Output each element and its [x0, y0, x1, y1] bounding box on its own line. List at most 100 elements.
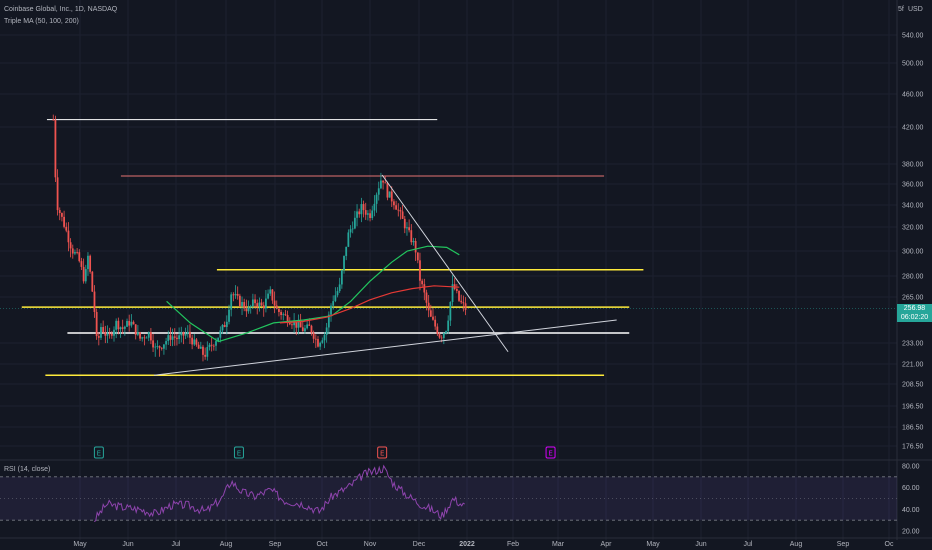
earnings-marker-icon — [545, 446, 556, 459]
candle-body — [184, 333, 187, 336]
candle-body — [176, 337, 178, 340]
candle-body — [117, 320, 120, 330]
price-axis[interactable]: 540.00 500.00 460.00 420.00 380.00 360.00 340.… — [0, 33, 924, 536]
candle-body — [449, 301, 452, 321]
candle-body — [345, 246, 348, 256]
time-tick-label: Feb — [507, 541, 519, 548]
candle-body — [71, 248, 74, 254]
candle-body — [52, 119, 55, 121]
candle-body — [199, 346, 202, 349]
candle-body — [275, 305, 278, 309]
symbol-legend[interactable]: Coinbase Global, Inc., 1D, NASDAQ — [4, 6, 118, 13]
candle-body — [360, 204, 363, 215]
currency-label[interactable]: USD — [908, 6, 923, 13]
price-tick-label: 420.00 — [902, 125, 924, 132]
candle-body — [373, 203, 376, 211]
candle-body — [347, 232, 350, 247]
candle-body — [221, 324, 224, 331]
candle-body — [393, 201, 395, 206]
trendlines — [153, 174, 617, 376]
candle-body — [251, 299, 254, 306]
candle-body — [197, 344, 200, 349]
candle-body — [234, 293, 237, 296]
horizontal-levels — [21, 119, 644, 376]
candle-body — [215, 341, 217, 346]
price-tick-label: 265.00 — [902, 295, 924, 302]
candle-body — [236, 293, 239, 296]
candle-body — [267, 293, 269, 299]
candle-body — [423, 284, 426, 293]
indicator-legend[interactable]: Triple MA (50, 100, 200) — [4, 18, 79, 25]
earnings-marker-icon — [93, 446, 104, 459]
candle-body — [265, 298, 267, 309]
candle-body — [282, 314, 285, 316]
candle-body — [76, 252, 79, 253]
candle-body — [451, 284, 454, 302]
rsi-tick-label: 80.00 — [902, 464, 920, 471]
time-axis[interactable]: May Jun Jul Aug Sep Oct Nov Dec 2022 Feb Mar Apr May… — [73, 541, 894, 548]
candle-body — [97, 336, 100, 338]
candle-body — [119, 327, 122, 330]
price-tick-label: 340.00 — [902, 203, 924, 210]
candle-body — [189, 331, 191, 338]
candle-body — [295, 321, 298, 328]
candle-body — [123, 326, 126, 329]
candle-body — [384, 182, 387, 184]
price-tick-label: 500.00 — [902, 61, 924, 68]
candle-body — [245, 308, 248, 312]
candlesticks — [52, 114, 467, 362]
candle-body — [338, 284, 341, 292]
candle-body — [408, 227, 411, 231]
candle-body — [273, 300, 276, 306]
candle-body — [202, 346, 204, 355]
candle-body — [280, 311, 282, 316]
candle-body — [106, 333, 109, 336]
candle-body — [395, 205, 398, 210]
price-tick-label: 233.00 — [902, 341, 924, 348]
candle-body — [258, 302, 261, 307]
time-tick-label: Oct — [317, 541, 328, 548]
candle-body — [67, 230, 70, 243]
rsi-legend[interactable]: RSI (14, close) — [4, 466, 51, 473]
trendline — [153, 319, 617, 376]
candle-body — [126, 320, 128, 327]
candle-body — [69, 242, 72, 249]
candle-body — [87, 255, 89, 270]
time-tick-label: Mar — [552, 541, 565, 548]
price-tick-label: 540.00 — [902, 33, 924, 40]
candle-body — [371, 210, 374, 219]
candle-body — [455, 288, 458, 291]
candle-body — [167, 335, 170, 342]
candle-body — [128, 320, 131, 326]
earnings-marker-icon — [233, 446, 244, 459]
moving-average-line — [166, 245, 460, 343]
candle-body — [269, 289, 272, 294]
trendline — [381, 174, 509, 353]
candle-body — [158, 346, 161, 348]
candle-body — [319, 342, 322, 347]
candle-body — [195, 339, 198, 345]
candle-body — [223, 324, 226, 327]
candle-body — [230, 294, 233, 310]
candle-body — [225, 321, 228, 327]
candle-body — [63, 216, 65, 227]
earnings-marker-label: E — [97, 450, 101, 458]
candle-body — [110, 333, 113, 336]
candle-body — [141, 337, 144, 339]
corner-label: 5f — [898, 6, 904, 13]
candle-body — [327, 314, 330, 328]
candle-body — [193, 339, 196, 345]
candle-body — [301, 327, 304, 332]
time-tick-label: Jul — [744, 541, 753, 548]
candle-body — [104, 332, 107, 336]
candle-body — [314, 338, 317, 340]
price-tick-label: 280.00 — [902, 274, 924, 281]
candle-body — [382, 180, 384, 183]
candle-body — [95, 311, 98, 337]
candle-body — [210, 344, 213, 346]
candle-body — [100, 327, 102, 338]
price-tick-label: 380.00 — [902, 162, 924, 169]
candle-body — [330, 305, 332, 315]
